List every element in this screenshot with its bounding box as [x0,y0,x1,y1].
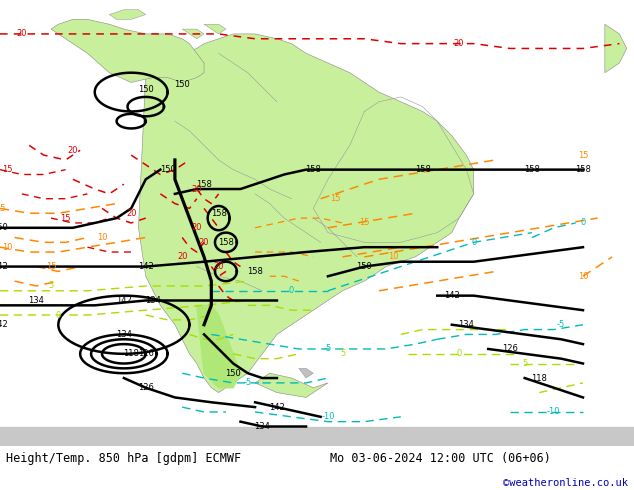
Text: 150: 150 [174,80,190,89]
Text: 150: 150 [225,368,241,378]
Text: 158: 158 [210,209,226,218]
Text: 20: 20 [191,223,202,232]
Text: 15: 15 [578,150,588,160]
Text: 158: 158 [196,180,212,189]
Text: 0: 0 [456,349,462,358]
Text: 150: 150 [138,85,153,94]
Text: 134: 134 [29,296,44,305]
Text: 10: 10 [388,252,399,261]
Text: 158: 158 [415,165,430,174]
Text: 0: 0 [471,238,476,247]
Text: 0: 0 [289,286,294,295]
Polygon shape [299,368,313,378]
Text: 20: 20 [454,39,464,48]
Text: 20: 20 [191,185,202,194]
Text: 5: 5 [48,281,54,291]
Text: 10: 10 [2,243,13,252]
Text: 142: 142 [138,262,153,271]
Text: 15: 15 [0,204,5,213]
Text: 158: 158 [306,165,321,174]
Polygon shape [182,29,204,39]
Polygon shape [605,24,627,73]
Text: 150: 150 [0,223,8,232]
Text: 15: 15 [2,165,13,174]
Text: 158: 158 [218,238,234,247]
Text: 158: 158 [575,165,591,174]
Text: 150: 150 [356,262,372,271]
Text: 126: 126 [138,349,153,358]
Text: 134: 134 [116,330,132,339]
Polygon shape [0,426,634,446]
Text: 10: 10 [578,272,588,281]
Text: 20: 20 [177,252,188,261]
Text: 142: 142 [116,296,132,305]
Polygon shape [138,34,474,392]
Text: 134: 134 [145,296,161,305]
Text: 20: 20 [199,238,209,247]
Text: 20: 20 [214,262,224,271]
Text: 20: 20 [68,146,78,155]
Polygon shape [109,10,146,20]
Text: 20: 20 [16,29,27,38]
Text: 134: 134 [458,320,474,329]
Text: 158: 158 [524,165,540,174]
Polygon shape [204,24,226,34]
Text: Height/Temp. 850 hPa [gdpm] ECMWF: Height/Temp. 850 hPa [gdpm] ECMWF [6,452,242,465]
Text: 10: 10 [97,233,107,242]
Text: 142: 142 [0,262,8,271]
Text: 15: 15 [46,262,56,271]
Text: 118: 118 [531,373,547,383]
Polygon shape [255,373,328,397]
Text: 142: 142 [444,291,460,300]
Text: 126: 126 [502,344,518,353]
Text: 142: 142 [0,320,8,329]
Text: 150: 150 [160,165,176,174]
Text: 5: 5 [522,359,527,368]
Text: 126: 126 [138,383,153,392]
Text: -5: -5 [557,320,566,329]
Text: 15: 15 [359,219,370,227]
Text: 158: 158 [247,267,263,276]
Text: 15: 15 [60,214,71,222]
Text: 134: 134 [254,422,270,431]
Text: 118: 118 [123,349,139,358]
Text: 5: 5 [340,349,345,358]
Text: 0: 0 [56,311,61,319]
Text: 0: 0 [580,219,586,227]
Text: -5: -5 [324,344,332,353]
Text: -5: -5 [243,378,252,388]
Text: 142: 142 [269,403,285,412]
Polygon shape [197,305,240,388]
Text: -10: -10 [321,412,335,421]
Polygon shape [51,20,204,82]
Text: Mo 03-06-2024 12:00 UTC (06+06): Mo 03-06-2024 12:00 UTC (06+06) [330,452,550,465]
Text: ©weatheronline.co.uk: ©weatheronline.co.uk [503,478,628,488]
Text: 20: 20 [126,209,136,218]
Text: -10: -10 [547,408,560,416]
Text: 15: 15 [330,194,340,203]
